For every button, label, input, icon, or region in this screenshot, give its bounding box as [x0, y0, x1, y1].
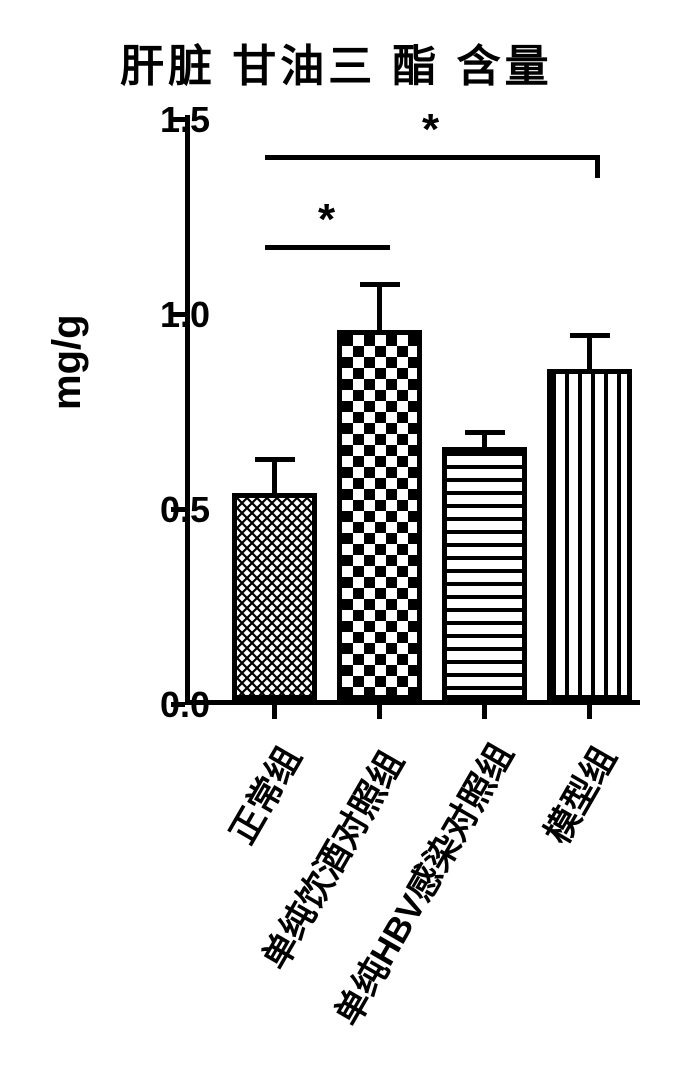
bar-chart-figure: 肝脏 甘油三 酯 含量 mg/g — [0, 0, 685, 1091]
significance-bracket-drop — [595, 155, 600, 178]
error-bar — [377, 287, 382, 330]
y-axis-label: mg/g — [45, 314, 90, 410]
x-tick-label: 正常组 — [215, 740, 309, 852]
bar-alcohol — [337, 330, 422, 700]
y-axis-line — [185, 115, 190, 705]
x-tick — [587, 705, 592, 719]
bar-fill-icon — [552, 374, 627, 695]
x-tick-label: 模型组 — [530, 740, 624, 852]
chart-title: 肝脏 甘油三 酯 含量 — [120, 30, 553, 94]
y-tick-label: 0.0 — [160, 684, 210, 726]
error-cap — [465, 430, 505, 435]
bar-normal — [232, 493, 317, 700]
bar-fill-icon — [237, 498, 312, 695]
plot-area: * * — [185, 115, 640, 705]
x-tick — [482, 705, 487, 719]
bar-fill-icon — [447, 452, 522, 695]
y-tick-label: 0.5 — [160, 489, 210, 531]
error-bar — [482, 435, 487, 447]
x-tick — [377, 705, 382, 719]
bar-model — [547, 369, 632, 700]
x-axis-line — [185, 700, 640, 705]
y-tick-label: 1.5 — [160, 99, 210, 141]
bar-hbv — [442, 447, 527, 700]
error-bar — [587, 338, 592, 369]
x-tick — [272, 705, 277, 719]
error-cap — [360, 282, 400, 287]
significance-bracket — [265, 155, 600, 160]
significance-bracket — [265, 245, 390, 250]
error-bar — [272, 462, 277, 493]
significance-star: * — [422, 105, 439, 155]
significance-star: * — [318, 195, 335, 245]
error-cap — [255, 457, 295, 462]
error-cap — [570, 333, 610, 338]
bar-fill-icon — [342, 335, 417, 695]
y-tick-label: 1.0 — [160, 294, 210, 336]
